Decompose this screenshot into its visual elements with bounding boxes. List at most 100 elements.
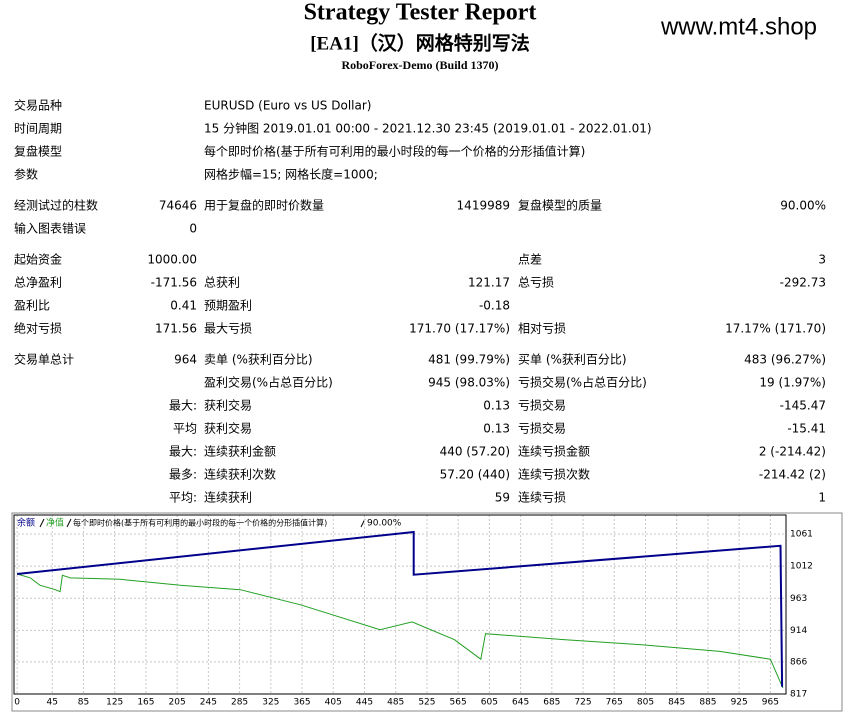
x-tick-label: 565 (450, 698, 467, 708)
legend-entry: 净值 (46, 517, 64, 529)
info-label: 复盘模型 (14, 144, 62, 159)
stat-label: 最大亏损 (204, 322, 252, 336)
stat-label: 连续亏损金额 (518, 444, 590, 459)
x-tick-label: 0 (14, 698, 20, 708)
watermark: www.mt4.shop (660, 13, 817, 40)
stat-value: 0 (189, 222, 197, 236)
y-tick-label: 817 (790, 690, 807, 700)
stat-label: 起始资金 (14, 252, 62, 267)
legend-entry: 余额 (17, 517, 35, 529)
stat-value: 481 (99.79%) (428, 353, 510, 367)
stat-label: 买单 (%获利百分比) (518, 353, 627, 367)
x-tick-label: 885 (699, 698, 716, 708)
info-label: 交易品种 (14, 98, 62, 113)
stat-value: 19 (1.97%) (759, 376, 826, 390)
x-tick-label: 365 (293, 698, 310, 708)
stat-value: 90.00% (780, 199, 826, 213)
stat-label: 连续亏损 (518, 490, 566, 505)
x-tick-label: 245 (200, 698, 217, 708)
x-tick-label: 605 (481, 698, 498, 708)
stat-label: 总获利 (204, 276, 240, 290)
legend-separator (39, 518, 45, 528)
x-tick-label: 285 (231, 698, 248, 708)
stat-label: 盈利交易(%占总百分比) (204, 375, 333, 390)
stat-value: 1 (818, 491, 826, 505)
stat-label: 交易单总计 (14, 352, 74, 367)
stat-label: 盈利比 (14, 299, 50, 313)
stat-label: 获利交易 (204, 421, 252, 436)
x-tick-label: 165 (137, 698, 154, 708)
stat-value: 平均: (169, 491, 197, 505)
stat-label: 绝对亏损 (14, 321, 62, 336)
report-subtitle: [EA1]（汉）网格特别写法 (310, 31, 530, 54)
series-line (16, 530, 784, 687)
info-value: 15 分钟图 2019.01.01 00:00 - 2021.12.30 23:… (204, 121, 652, 136)
stat-label: 亏损交易 (518, 398, 566, 413)
stat-value: 1000.00 (147, 253, 197, 267)
stat-value: 945 (98.03%) (428, 376, 510, 390)
x-tick-label: 525 (418, 698, 435, 708)
x-tick-label: 405 (325, 698, 342, 708)
stat-value: 121.17 (468, 276, 510, 290)
stat-label: 连续获利次数 (204, 467, 276, 482)
stat-value: 3 (818, 253, 826, 267)
chart-frame (11, 512, 843, 712)
stat-label: 预期盈利 (204, 299, 252, 313)
x-tick-label: 805 (637, 698, 654, 708)
x-tick-label: 965 (762, 698, 779, 708)
stat-label: 经测试过的柱数 (14, 198, 98, 213)
stat-label: 亏损交易 (518, 421, 566, 436)
stat-value: 0.13 (483, 399, 510, 413)
stat-value: 1419989 (457, 199, 510, 213)
x-tick-label: 45 (47, 698, 58, 708)
stat-value: 964 (174, 353, 197, 367)
x-tick-label: 325 (262, 698, 279, 708)
stat-value: 440 (57.20) (440, 445, 510, 459)
stat-label: 总亏损 (518, 276, 554, 290)
x-tick-label: 765 (606, 698, 623, 708)
stat-label: 连续获利金额 (204, 444, 276, 459)
x-tick-label: 845 (668, 698, 685, 708)
stat-label: 获利交易 (204, 398, 252, 413)
stat-value: 59 (495, 491, 510, 505)
stat-label: 卖单 (%获利百分比) (204, 353, 313, 367)
stat-value: -214.42 (2) (759, 468, 826, 482)
stat-value: -171.56 (151, 276, 197, 290)
stat-value: -145.47 (780, 399, 826, 413)
stat-value: 0.41 (170, 299, 197, 313)
stat-value: 最大: (169, 399, 197, 413)
x-tick-label: 445 (356, 698, 373, 708)
legend-note: 每个即时价格(基于所有可利用的最小时段的每一个价格的分形插值计算) (73, 518, 327, 528)
legend-quality: 90.00% (367, 519, 402, 529)
stat-value: 最多: (169, 468, 197, 482)
stat-label: 总净盈利 (14, 276, 62, 290)
report-build: RoboForex-Demo (Build 1370) (341, 58, 498, 72)
stat-value: 2 (-214.42) (759, 445, 826, 459)
stat-value: 171.56 (155, 322, 197, 336)
info-value: 每个即时价格(基于所有可利用的最小时段的每一个价格的分形插值计算) (204, 144, 585, 159)
stat-value: -292.73 (780, 276, 826, 290)
stat-label: 相对亏损 (518, 322, 566, 336)
x-tick-label: 925 (731, 698, 748, 708)
x-tick-label: 125 (106, 698, 123, 708)
y-tick-label: 866 (790, 657, 807, 667)
y-tick-label: 1012 (790, 562, 813, 572)
x-tick-label: 85 (78, 698, 89, 708)
x-tick-label: 205 (169, 698, 186, 708)
stat-value: 最大: (169, 445, 197, 459)
info-value: 网格步幅=15; 网格长度=1000; (204, 167, 378, 182)
stat-label: 复盘模型的质量 (518, 198, 602, 213)
info-label: 参数 (14, 167, 38, 182)
stat-label: 点差 (518, 253, 542, 267)
info-label: 时间周期 (14, 122, 62, 136)
stat-value: -0.18 (479, 299, 510, 313)
stat-value: 0.13 (483, 422, 510, 436)
report-title: Strategy Tester Report (304, 0, 537, 26)
x-tick-label: 685 (543, 698, 560, 708)
stat-value: 483 (96.27%) (744, 353, 826, 367)
stat-value: 171.70 (17.17%) (409, 322, 510, 336)
stat-value: -15.41 (787, 422, 826, 436)
y-tick-label: 914 (790, 626, 807, 636)
series-line (16, 573, 784, 689)
